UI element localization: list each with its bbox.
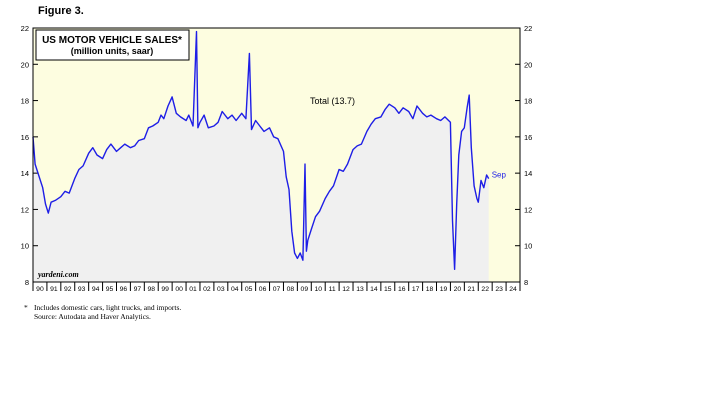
x-tick-label: 10 — [314, 286, 322, 293]
y-tick-label-right: 22 — [524, 24, 532, 33]
x-tick-label: 93 — [78, 286, 86, 293]
x-tick-label: 90 — [36, 286, 44, 293]
x-tick-label: 23 — [495, 286, 503, 293]
x-tick-label: 96 — [120, 286, 128, 293]
x-tick-label: 08 — [287, 286, 295, 293]
x-tick-label: 11 — [329, 286, 336, 293]
y-tick-label-left: 14 — [21, 169, 29, 178]
x-tick-label: 17 — [412, 286, 420, 293]
series-end-label: Sep — [492, 171, 507, 180]
x-tick-label: 02 — [203, 286, 211, 293]
x-axis: 90 91 92 93 94 95 96 97 98 99 00 01 02 03 04 05 06 07 08 09… — [32, 282, 521, 293]
x-tick-label: 92 — [64, 286, 72, 293]
x-tick-label: 91 — [50, 286, 58, 293]
y-tick-label-right: 18 — [524, 97, 532, 106]
y-tick-label-left: 10 — [21, 242, 29, 251]
x-tick-label: 97 — [134, 286, 142, 293]
x-tick-label: 05 — [245, 286, 253, 293]
x-tick-label: 16 — [398, 286, 406, 293]
x-tick-label: 03 — [217, 286, 225, 293]
y-tick-label-left: 20 — [21, 60, 29, 69]
x-tick-label: 09 — [301, 286, 309, 293]
x-tick-label: 99 — [161, 286, 169, 293]
y-tick-label-left: 18 — [21, 97, 29, 106]
x-tick-label: 21 — [468, 286, 476, 293]
y-tick-label-left: 8 — [25, 278, 29, 287]
title-box — [35, 29, 190, 61]
x-tick-label: 00 — [175, 286, 183, 293]
y-tick-label-right: 20 — [524, 60, 532, 69]
series-line-total — [32, 30, 490, 270]
x-tick-label: 15 — [384, 286, 392, 293]
y-tick-label-right: 8 — [524, 278, 528, 287]
y-tick-label-right: 16 — [524, 133, 532, 142]
y-tick-label-right: 14 — [524, 169, 532, 178]
figure-label: Figure 3. — [38, 5, 84, 17]
footnote-marker: * — [24, 303, 28, 312]
footnote-line: * Includes domestic cars, light trucks, a… — [24, 303, 181, 312]
x-tick-label: 14 — [370, 286, 378, 293]
x-tick-label: 13 — [356, 286, 364, 293]
footnotes: * Includes domestic cars, light trucks, a… — [24, 303, 181, 321]
x-tick-label: 98 — [147, 286, 155, 293]
y-tick-label-left: 16 — [21, 133, 29, 142]
watermark: yardeni.com — [37, 270, 79, 279]
footnote-note: Includes domestic cars, light trucks, an… — [34, 303, 182, 312]
x-tick-label: 94 — [92, 286, 100, 293]
area-fill — [33, 31, 489, 282]
footnote-source: Source: Autodata and Haver Analytics. — [34, 312, 151, 321]
x-tick-label: 95 — [106, 286, 114, 293]
y-tick-label-right: 10 — [524, 242, 532, 251]
y-tick-label-left: 22 — [21, 24, 29, 33]
chart-title: US MOTOR VEHICLE SALES* — [42, 35, 182, 46]
x-tick-label: 20 — [454, 286, 462, 293]
x-tick-label: 07 — [273, 286, 281, 293]
chart-subtitle: (million units, saar) — [71, 46, 154, 56]
x-tick-label: 22 — [481, 286, 489, 293]
x-tick-label: 04 — [231, 286, 239, 293]
plot-frame — [32, 27, 521, 283]
x-tick-label: 06 — [259, 286, 267, 293]
y-tick-label-left: 12 — [21, 205, 29, 214]
ticks-layer: 8 8 10 10 12 12 14 14 16 16 18 18 20 20 22 22 — [21, 24, 533, 287]
x-tick-label: 18 — [426, 286, 434, 293]
x-tick-label: 01 — [189, 286, 197, 293]
series-label: Total (13.7) — [310, 96, 355, 106]
y-tick-label-right: 12 — [524, 205, 532, 214]
x-tick-label: 19 — [440, 286, 448, 293]
x-tick-label: 24 — [509, 286, 517, 293]
x-tick-label: 12 — [342, 286, 350, 293]
